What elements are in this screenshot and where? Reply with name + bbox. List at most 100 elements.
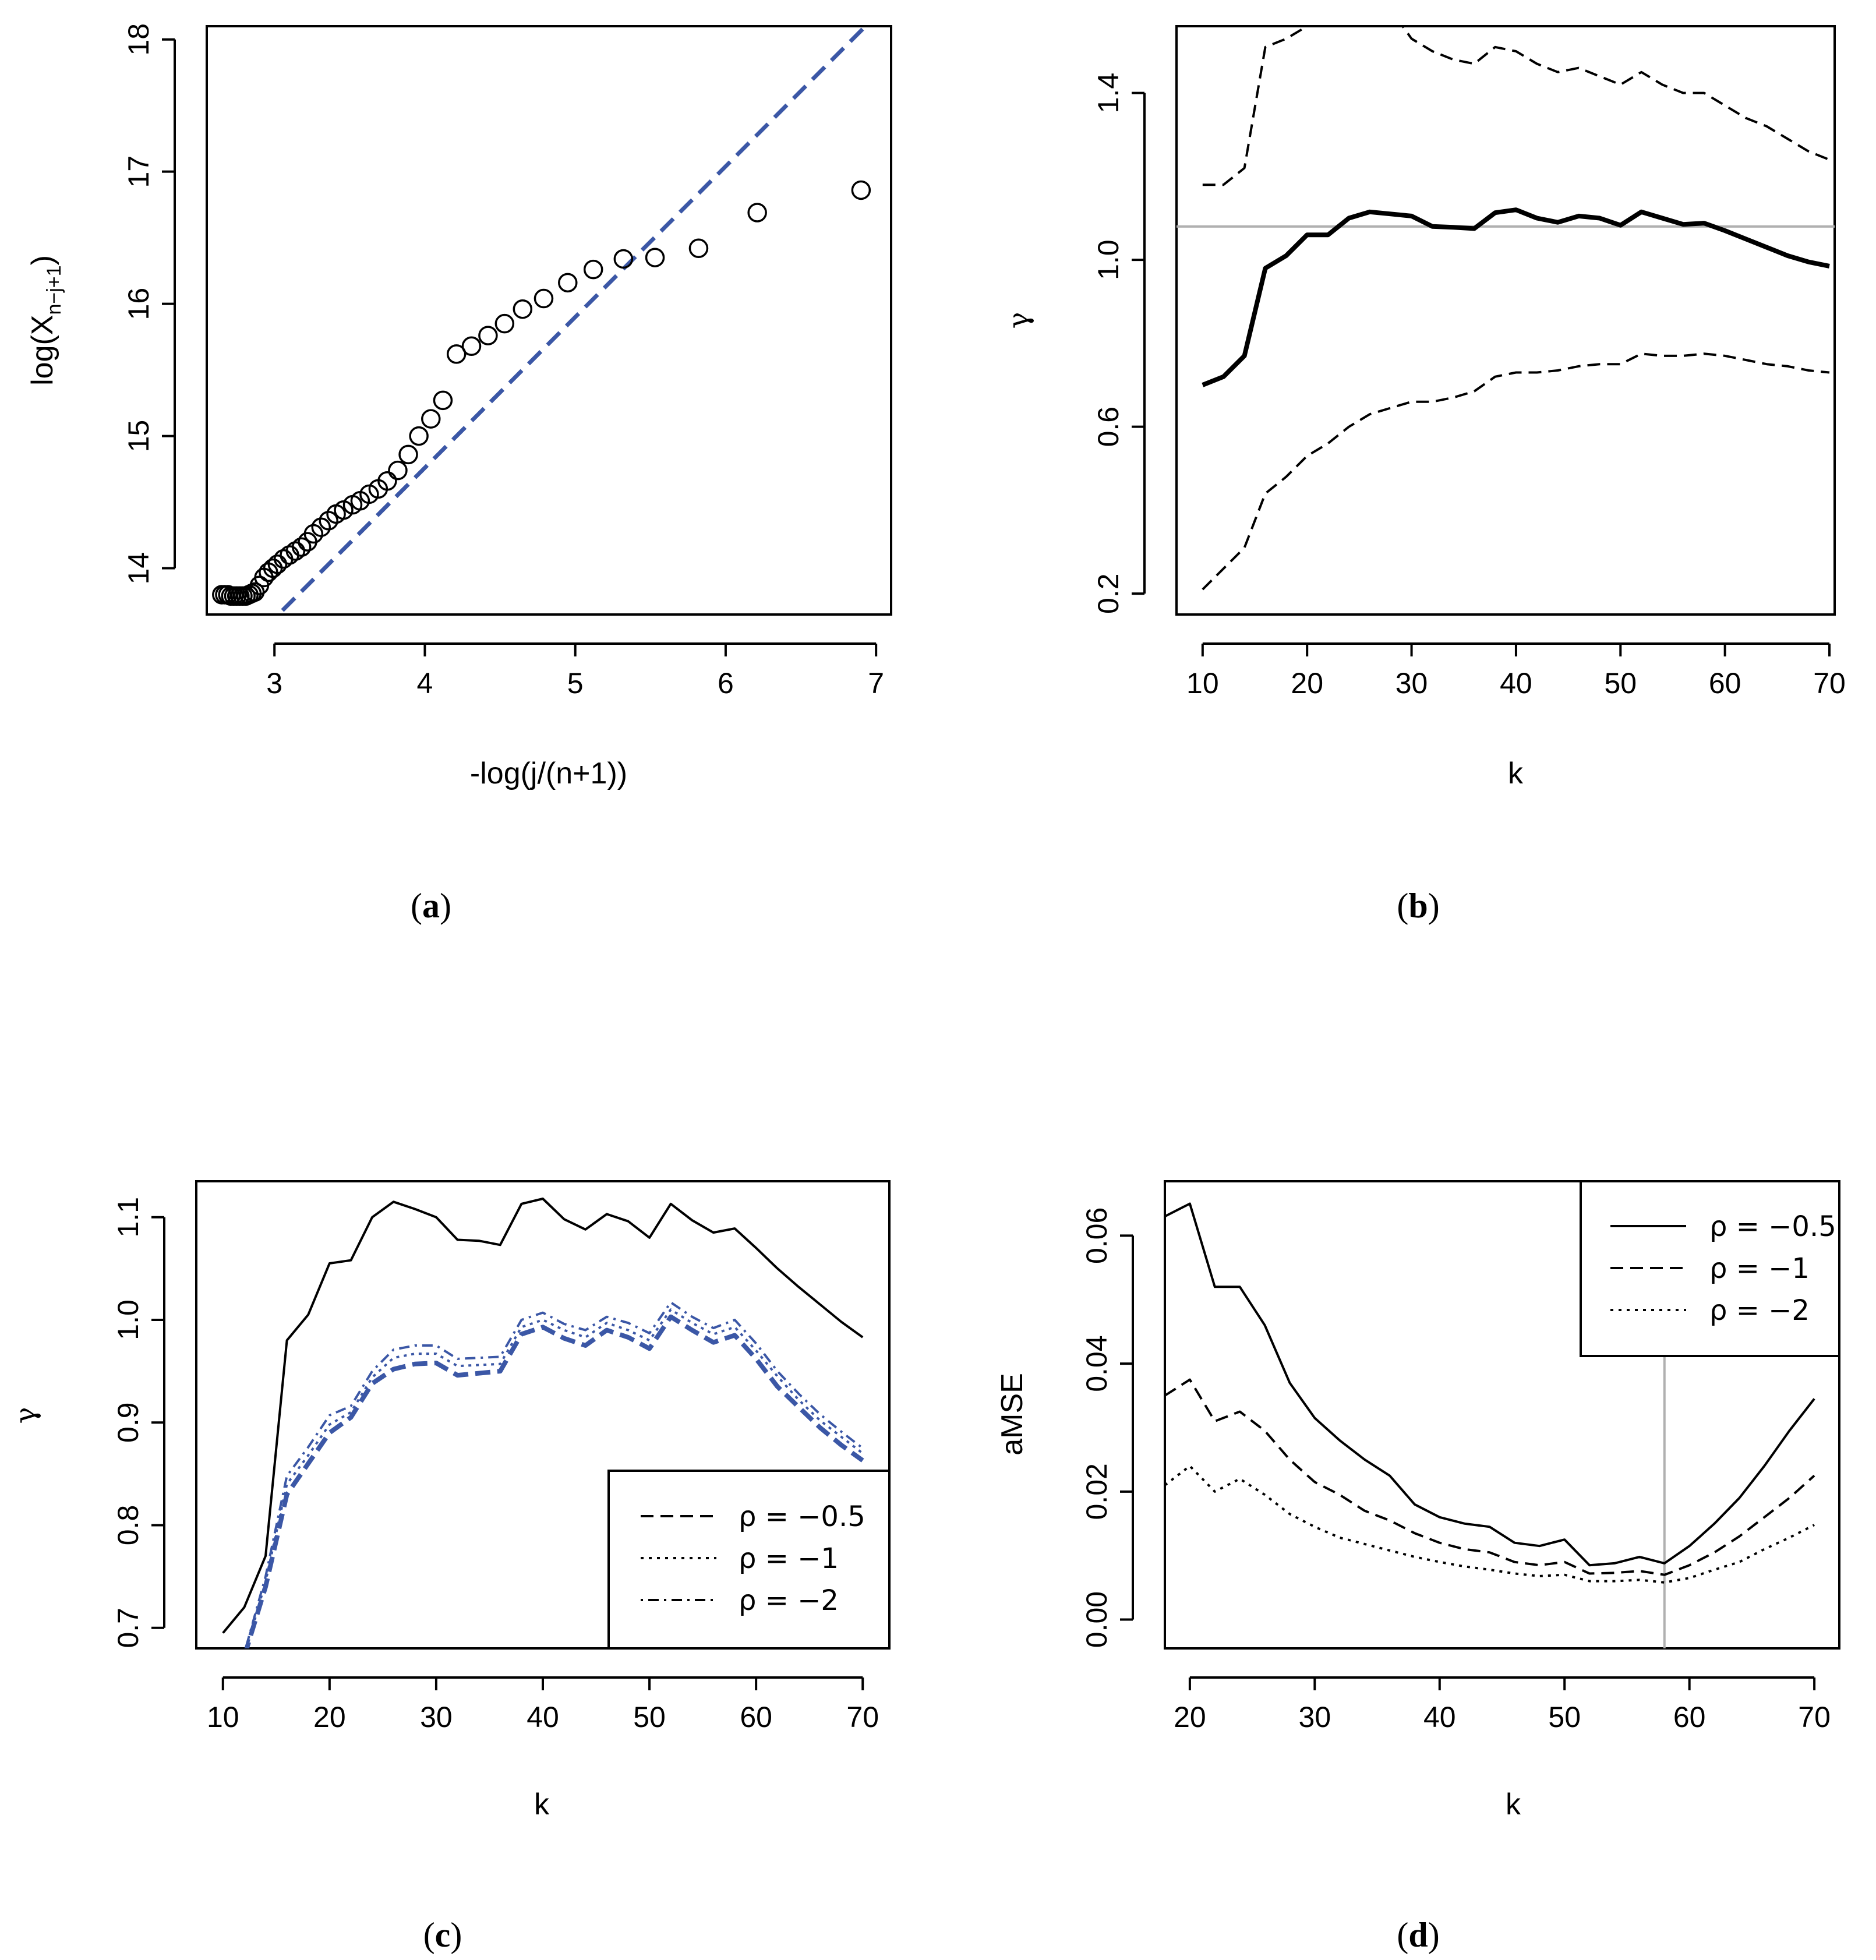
scatter-point [534, 288, 554, 309]
scatter-point [285, 541, 306, 561]
plot-frame [1175, 25, 1836, 616]
panel-caption: (b) [1397, 887, 1439, 925]
series-line [222, 1198, 864, 1634]
x-tick-label: 10 [1186, 667, 1219, 700]
scatter-point [583, 259, 603, 280]
scatter-point [409, 426, 429, 446]
x-axis-label: -log(j/(n+1)) [470, 757, 627, 790]
y-tick-label: 0.8 [112, 1505, 144, 1546]
x-axis-label: k [1508, 757, 1524, 790]
legend-label: ρ = −2 [1709, 1294, 1810, 1327]
series-line [244, 1301, 864, 1648]
fit-line [275, 26, 868, 615]
legend-box [607, 1470, 891, 1650]
panel-a-chart: 3 4 5 6 7 14 15 16 17 18 -log(j/(n+1)) log(Xn−j+… [26, 23, 892, 925]
x-tick-label: 20 [313, 1701, 346, 1733]
y-tick-label: 1.0 [1092, 239, 1125, 280]
series-line [1202, 207, 1830, 387]
y-tick-label: 1.4 [1092, 73, 1125, 114]
scatter-point [421, 409, 441, 429]
y-axis-label: log(Xn−j+1) [26, 255, 65, 386]
legend-label: ρ = −2 [739, 1584, 839, 1617]
scatter-point [851, 180, 871, 200]
legend-label: ρ = −0.5 [739, 1500, 865, 1533]
y-axis-label-subscript: n−j+1 [43, 265, 65, 315]
y-tick-label: 14 [122, 552, 155, 585]
y-axis-label: γ [1002, 312, 1035, 329]
scatter-point [398, 444, 418, 465]
x-tick-label: 30 [420, 1701, 453, 1733]
x-tick-label: 70 [1798, 1701, 1831, 1733]
scatter-point [747, 203, 767, 223]
legend-label: ρ = −1 [1709, 1252, 1810, 1285]
legend-label: ρ = −1 [739, 1542, 839, 1575]
y-tick-label: 0.2 [1092, 573, 1125, 614]
panel-caption: (d) [1397, 1916, 1439, 1954]
y-tick-label: 15 [122, 420, 155, 453]
y-tick-label: 0.6 [1092, 407, 1125, 447]
scatter-point [446, 344, 467, 364]
x-tick-label: 50 [1548, 1701, 1581, 1733]
y-tick-label: 1.0 [112, 1299, 144, 1340]
y-tick-label: 1.1 [112, 1197, 144, 1238]
scatter-point [461, 336, 482, 356]
x-tick-label: 20 [1291, 667, 1323, 700]
scatter-point [494, 313, 515, 334]
legend: ρ = −0.5 ρ = −1 ρ = −2 [607, 1470, 891, 1650]
scatter-point [558, 273, 578, 293]
scatter-point [311, 517, 331, 537]
y-tick-label: 0.00 [1080, 1591, 1113, 1648]
x-tick-label: 6 [718, 667, 734, 700]
panel-caption: (a) [411, 887, 451, 925]
y-tick-label: 18 [122, 23, 155, 56]
x-tick-label: 4 [417, 667, 433, 700]
x-tick-label: 7 [868, 667, 884, 700]
series-line [244, 1314, 864, 1648]
series-line [1165, 1378, 1815, 1576]
y-axis-label: γ [9, 1407, 42, 1424]
x-tick-label: 10 [207, 1701, 239, 1733]
y-tick-label: 0.06 [1080, 1207, 1113, 1264]
series-line [1202, 26, 1830, 186]
panel-d-chart: 20 30 40 50 60 70 0.00 0.02 0.04 0.06 ρ = −0.5 ρ… [995, 1180, 1840, 1954]
y-tick-label: 0.9 [112, 1402, 144, 1443]
scatter-point [377, 471, 397, 491]
y-tick-label: 0.04 [1080, 1335, 1113, 1392]
scatter-point [688, 238, 709, 259]
panel-b-chart: 10 20 30 40 50 60 70 0.2 0.6 1.0 1.4 k γ (b) [1002, 25, 1846, 925]
plot-frame [206, 25, 892, 616]
y-tick-label: 16 [122, 288, 155, 320]
series-line [245, 1308, 864, 1648]
y-axis-label: aMSE [995, 1373, 1029, 1456]
scatter-point [433, 390, 453, 411]
x-tick-label: 20 [1174, 1701, 1206, 1733]
x-tick-label: 50 [633, 1701, 666, 1733]
x-tick-label: 5 [567, 667, 584, 700]
scatter-point [478, 326, 498, 345]
plot-frame [195, 1180, 891, 1650]
scatter-point [291, 537, 312, 557]
scatter-point [280, 545, 299, 565]
x-tick-label: 60 [740, 1701, 772, 1733]
panel-c-chart: 10 20 30 40 50 60 70 0.7 0.8 0.9 1.0 1.1 ρ = −0.5 … [9, 1180, 891, 1954]
panel-caption: (c) [423, 1916, 462, 1954]
x-tick-label: 50 [1604, 667, 1637, 700]
y-tick-label: 17 [122, 156, 155, 188]
series-line [1202, 352, 1830, 591]
x-axis-label: k [534, 1788, 550, 1821]
x-tick-label: 60 [1673, 1701, 1706, 1733]
x-tick-label: 40 [1423, 1701, 1456, 1733]
legend-label: ρ = −0.5 [1709, 1210, 1836, 1243]
series-line [1165, 1464, 1815, 1584]
legend-box [1580, 1180, 1840, 1357]
plot-frame [1164, 1180, 1840, 1650]
x-tick-label: 3 [266, 667, 282, 700]
scatter-point [645, 248, 665, 267]
scatter-point [513, 299, 533, 319]
x-tick-label: 40 [1500, 667, 1532, 700]
y-tick-label: 0.7 [112, 1608, 144, 1648]
x-tick-label: 30 [1395, 667, 1428, 700]
x-tick-label: 70 [846, 1701, 879, 1733]
series-line [1165, 1202, 1815, 1567]
scatter-point [267, 555, 288, 574]
